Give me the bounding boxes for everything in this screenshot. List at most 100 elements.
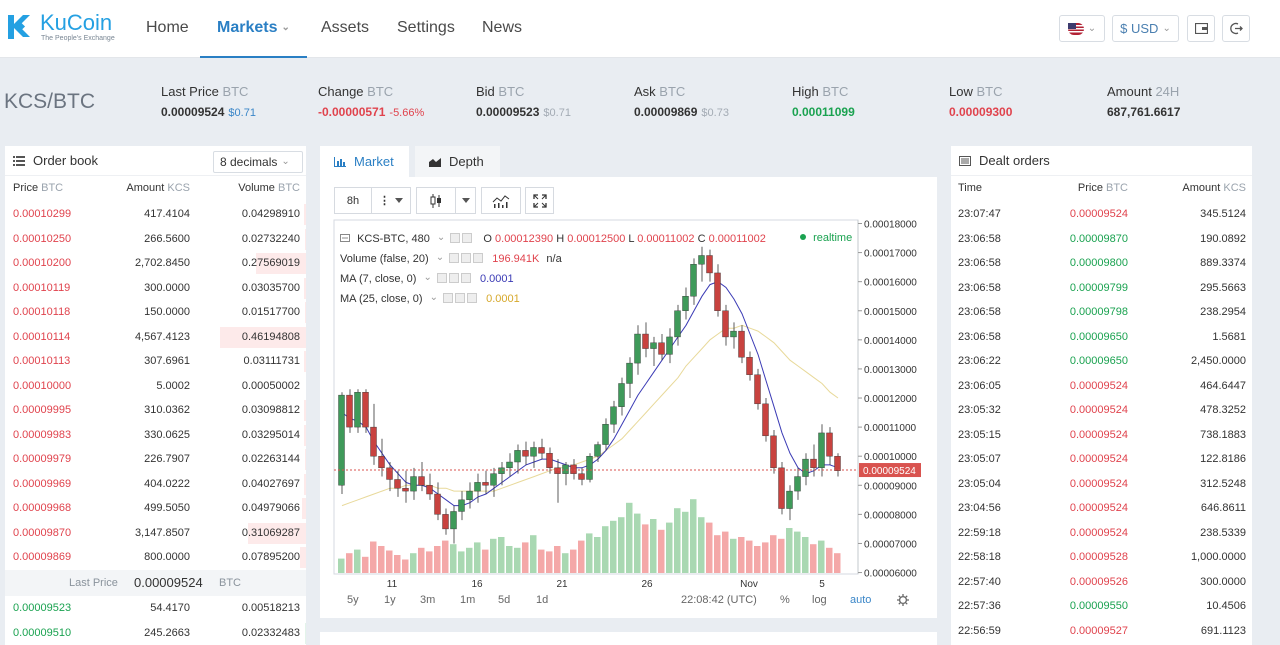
volume-bar [370, 541, 377, 573]
order-row[interactable]: 0.00009969 404.0222 0.04027697 [5, 472, 306, 496]
volume-bar [402, 559, 409, 573]
order-price: 0.00010200 [13, 257, 72, 269]
price-chart[interactable]: 0.00018000 0.00017000 0.00016000 0.00015000… [320, 177, 937, 618]
y-tick-label: 0.00013000 [864, 365, 917, 376]
close-icon[interactable] [460, 273, 471, 283]
order-row[interactable]: 0.00010299 417.4104 0.04298910 [5, 202, 306, 226]
gear-icon[interactable] [462, 233, 473, 243]
order-price: 0.00009983 [13, 428, 72, 441]
col-deal-amount: Amount KCS [1182, 182, 1246, 194]
order-row[interactable]: 0.00010000 5.0002 0.00050002 [5, 374, 306, 398]
order-row[interactable]: 0.00009869 800.0000 0.07895200 [5, 545, 306, 569]
language-select[interactable]: ⌄ [1059, 15, 1105, 42]
order-amount: 54.4170 [150, 602, 190, 614]
gear-icon[interactable] [448, 273, 459, 283]
kucoin-logo[interactable]: KuCoin The People's Exchange [6, 10, 116, 46]
depth-bar [305, 622, 306, 644]
col-price: Price BTC [13, 182, 63, 194]
candle-body [394, 479, 401, 489]
nav-markets[interactable]: Markets ⌄ [217, 19, 290, 37]
order-price: 0.00009869 [13, 551, 72, 563]
tab-depth[interactable]: Depth [415, 146, 500, 177]
range-5y[interactable]: 5y [347, 594, 359, 606]
deal-price: 0.00009650 [1069, 355, 1128, 367]
volume-bar [490, 538, 497, 573]
deal-amount: 646.8611 [1200, 502, 1246, 514]
order-row[interactable]: 0.00010114 4,567.4123 0.46194808 [5, 325, 306, 349]
order-row[interactable]: 0.00009870 3,147.8507 0.31069287 [5, 521, 306, 545]
ticker-label: Low [949, 84, 973, 99]
order-row[interactable]: 0.00010200 2,702.8450 0.27569019 [5, 251, 306, 275]
eye-icon[interactable] [443, 293, 454, 303]
order-row[interactable]: 0.00009968 499.5050 0.04979066 [5, 496, 306, 520]
chart-style-button[interactable] [416, 187, 456, 214]
percent-toggle[interactable]: % [780, 594, 790, 606]
order-row[interactable]: 0.00009979 226.7907 0.02263144 [5, 447, 306, 471]
legend-volume-label: Volume (false, 20) [340, 253, 429, 265]
legend-ma25-label: MA (25, close, 0) [340, 293, 423, 305]
volume-bar [634, 513, 641, 573]
gear-icon[interactable] [455, 293, 466, 303]
order-row[interactable]: 0.00010118 150.0000 0.01517700 [5, 300, 306, 324]
realtime-label: realtime [813, 232, 853, 244]
order-row[interactable]: 0.00009995 310.0362 0.03098812 [5, 398, 306, 422]
range-1d[interactable]: 1d [536, 594, 549, 606]
wallet-button[interactable] [1187, 15, 1215, 42]
order-row[interactable]: 0.00010113 307.6961 0.03111731 [5, 349, 306, 373]
order-row[interactable]: 0.00010250 266.5600 0.02732240 [5, 227, 306, 251]
order-row[interactable]: 0.00009983 330.0625 0.03295014 [5, 423, 306, 447]
range-3m[interactable]: 3m [420, 594, 436, 606]
collapse-icon[interactable] [340, 234, 350, 242]
gear-icon[interactable] [897, 594, 909, 606]
ticker-unit: BTC [367, 84, 394, 99]
candle-body [754, 374, 761, 405]
indicators-button[interactable] [481, 187, 521, 214]
col-price-label: Price [13, 182, 39, 194]
candle-body [554, 467, 561, 474]
ticker-value: 0.00011099 [792, 105, 855, 119]
interval-button[interactable]: 8h [334, 187, 372, 214]
order-volume: 0.01517700 [241, 306, 300, 318]
y-tick-label: 0.00011000 [864, 423, 917, 434]
order-price: 0.00009995 [13, 404, 72, 416]
eye-icon[interactable] [450, 233, 461, 243]
nav-settings[interactable]: Settings [397, 19, 455, 36]
chart-style-dropdown[interactable] [455, 187, 476, 214]
eye-icon[interactable] [436, 273, 447, 283]
depth-bar [305, 302, 306, 323]
nav-home[interactable]: Home [146, 19, 189, 36]
close-icon[interactable] [467, 293, 478, 303]
range-5d[interactable]: 5d [498, 594, 511, 606]
tab-market[interactable]: Market [320, 146, 409, 177]
fullscreen-button[interactable] [525, 187, 554, 214]
decimals-select[interactable]: 8 decimals ⌄ [213, 151, 303, 173]
close-icon[interactable] [473, 253, 484, 263]
interval-dropdown[interactable]: ⋮ [371, 187, 411, 214]
auto-toggle[interactable]: auto [850, 594, 872, 606]
log-toggle[interactable]: log [812, 594, 827, 606]
gear-icon[interactable] [461, 253, 472, 263]
range-1y[interactable]: 1y [384, 594, 396, 606]
col-amount-unit: KCS [167, 182, 190, 194]
ticker-unit: BTC [822, 84, 849, 99]
volume-bar [642, 524, 649, 573]
nav-news[interactable]: News [482, 19, 523, 36]
volume-bar [834, 553, 841, 573]
candle-body [466, 490, 473, 501]
range-1m[interactable]: 1m [460, 594, 476, 606]
candle-body [810, 458, 817, 469]
eye-icon[interactable] [449, 253, 460, 263]
depth-bar [256, 253, 306, 274]
interval-label: 8h [346, 194, 360, 207]
candle-body [458, 499, 465, 512]
volume-bar [586, 533, 593, 573]
currency-select[interactable]: $ USD ⌄ [1112, 15, 1179, 42]
order-row[interactable]: 0.00009523 54.4170 0.00518213 [5, 596, 306, 620]
order-row[interactable]: 0.00009510 245.2663 0.02332483 [5, 621, 306, 645]
nav-assets[interactable]: Assets [321, 19, 370, 36]
candle-body [594, 444, 601, 457]
ticker-value: -0.00000571 [318, 105, 386, 119]
order-price: 0.00009968 [13, 502, 72, 514]
order-row[interactable]: 0.00010119 300.0000 0.03035700 [5, 276, 306, 300]
logout-button[interactable] [1222, 15, 1250, 42]
